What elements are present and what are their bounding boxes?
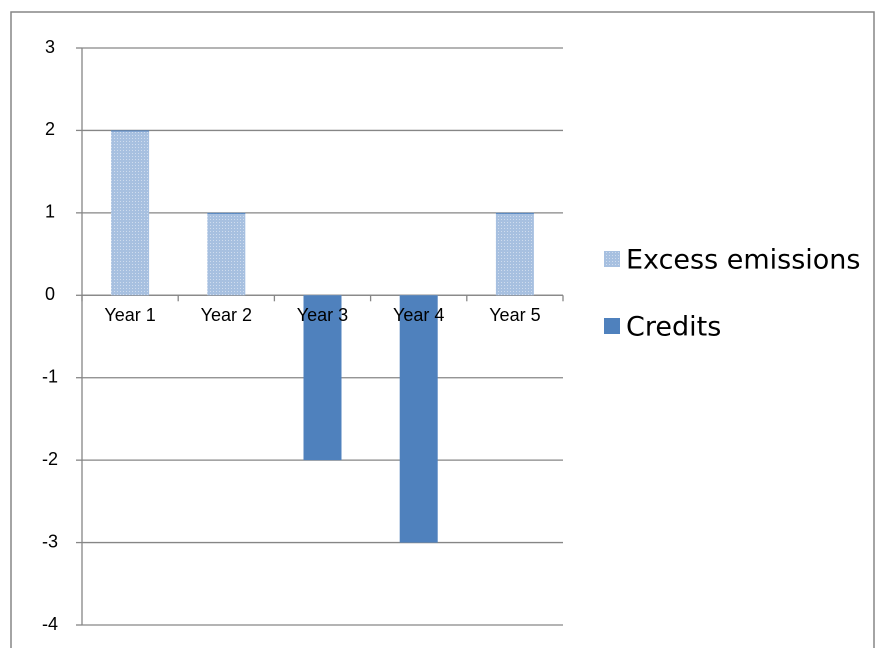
legend-swatch bbox=[604, 318, 620, 334]
bar bbox=[495, 212, 534, 296]
y-tick-label: 3 bbox=[45, 37, 55, 57]
x-tick-label: Year 3 bbox=[297, 305, 348, 325]
y-tick-label: -3 bbox=[42, 531, 58, 551]
legend-label: Excess emissions bbox=[626, 245, 860, 276]
y-tick-label: -4 bbox=[42, 614, 58, 634]
legend-label: Credits bbox=[626, 312, 721, 343]
y-tick-label: 1 bbox=[45, 202, 55, 222]
x-tick-label: Year 1 bbox=[104, 305, 155, 325]
bar bbox=[399, 295, 438, 543]
y-tick-label: -1 bbox=[42, 366, 58, 386]
bar bbox=[495, 212, 534, 214]
x-tick-label: Year 5 bbox=[489, 305, 540, 325]
y-tick-label: -2 bbox=[42, 449, 58, 469]
x-tick-label: Year 2 bbox=[201, 305, 252, 325]
bar bbox=[207, 212, 246, 214]
bar bbox=[303, 295, 342, 461]
bar bbox=[111, 130, 150, 296]
y-tick-label: 0 bbox=[45, 284, 55, 304]
bar bbox=[111, 130, 150, 132]
chart-border bbox=[10, 11, 875, 648]
bar bbox=[207, 212, 246, 296]
legend-swatch bbox=[604, 251, 620, 267]
x-tick-label: Year 4 bbox=[393, 305, 444, 325]
y-tick-label: 2 bbox=[45, 119, 55, 139]
